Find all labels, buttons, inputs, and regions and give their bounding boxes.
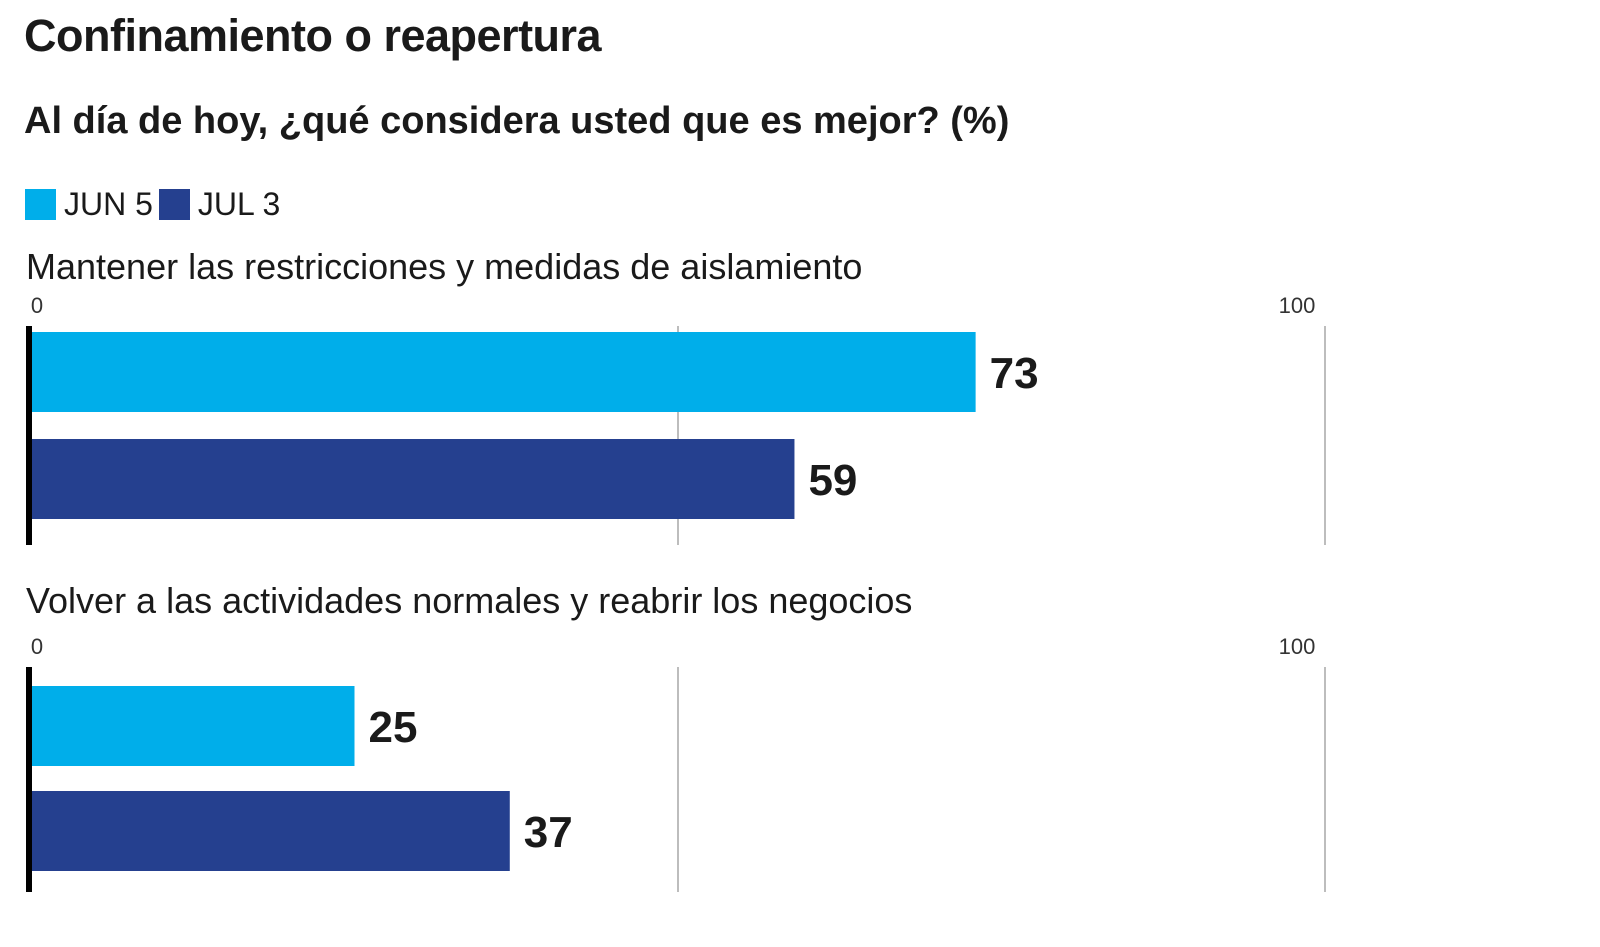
bar-jul3-group-1 (31, 439, 795, 519)
tick-label-100-group-2: 100 (1279, 634, 1316, 659)
value-label-jul3-group-2: 37 (524, 808, 573, 857)
bar-jun5-group-1 (31, 332, 976, 412)
legend-swatch-jul3 (158, 188, 190, 220)
chart-title: Confinamiento o reapertura (24, 10, 602, 61)
tick-label-0-group-1: 0 (31, 293, 43, 318)
value-label-jun5-group-1: 73 (990, 349, 1039, 398)
value-label-jul3-group-1: 59 (808, 456, 857, 505)
group-label-mantener: Mantener las restricciones y medidas de … (26, 246, 863, 287)
bar-jul3-group-2 (31, 791, 510, 871)
tick-label-0-group-2: 0 (31, 634, 43, 659)
legend-item-jun5: JUN 5 (25, 186, 153, 223)
group-label-volver: Volver a las actividades normales y reab… (26, 580, 913, 621)
bar-jun5-group-2 (31, 686, 355, 766)
tick-label-100-group-1: 100 (1279, 293, 1316, 318)
legend-swatch-jun5 (25, 188, 56, 220)
legend-item-jul3: JUL 3 (158, 185, 281, 223)
legend-label-jul3: JUL 3 (197, 185, 281, 222)
legend: JUN 5 JUL 3 (25, 186, 286, 222)
value-label-jun5-group-2: 25 (369, 703, 418, 752)
chart-subtitle: Al día de hoy, ¿qué considera usted que … (24, 100, 1010, 142)
legend-label-jun5: JUN 5 (64, 185, 153, 222)
